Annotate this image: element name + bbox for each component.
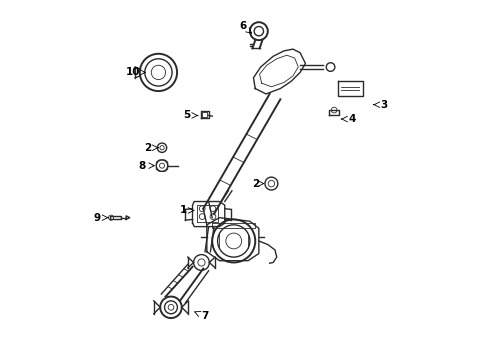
Text: 8: 8 [139, 161, 145, 171]
Text: 7: 7 [201, 311, 208, 321]
Text: 9: 9 [94, 213, 101, 222]
Text: 2: 2 [251, 179, 258, 189]
Text: 1: 1 [180, 206, 187, 216]
Text: 5: 5 [183, 111, 190, 121]
Text: 10: 10 [126, 67, 140, 77]
Text: 2: 2 [144, 143, 151, 153]
Text: 4: 4 [347, 114, 355, 124]
Text: 6: 6 [239, 21, 246, 31]
Text: 3: 3 [380, 100, 387, 110]
